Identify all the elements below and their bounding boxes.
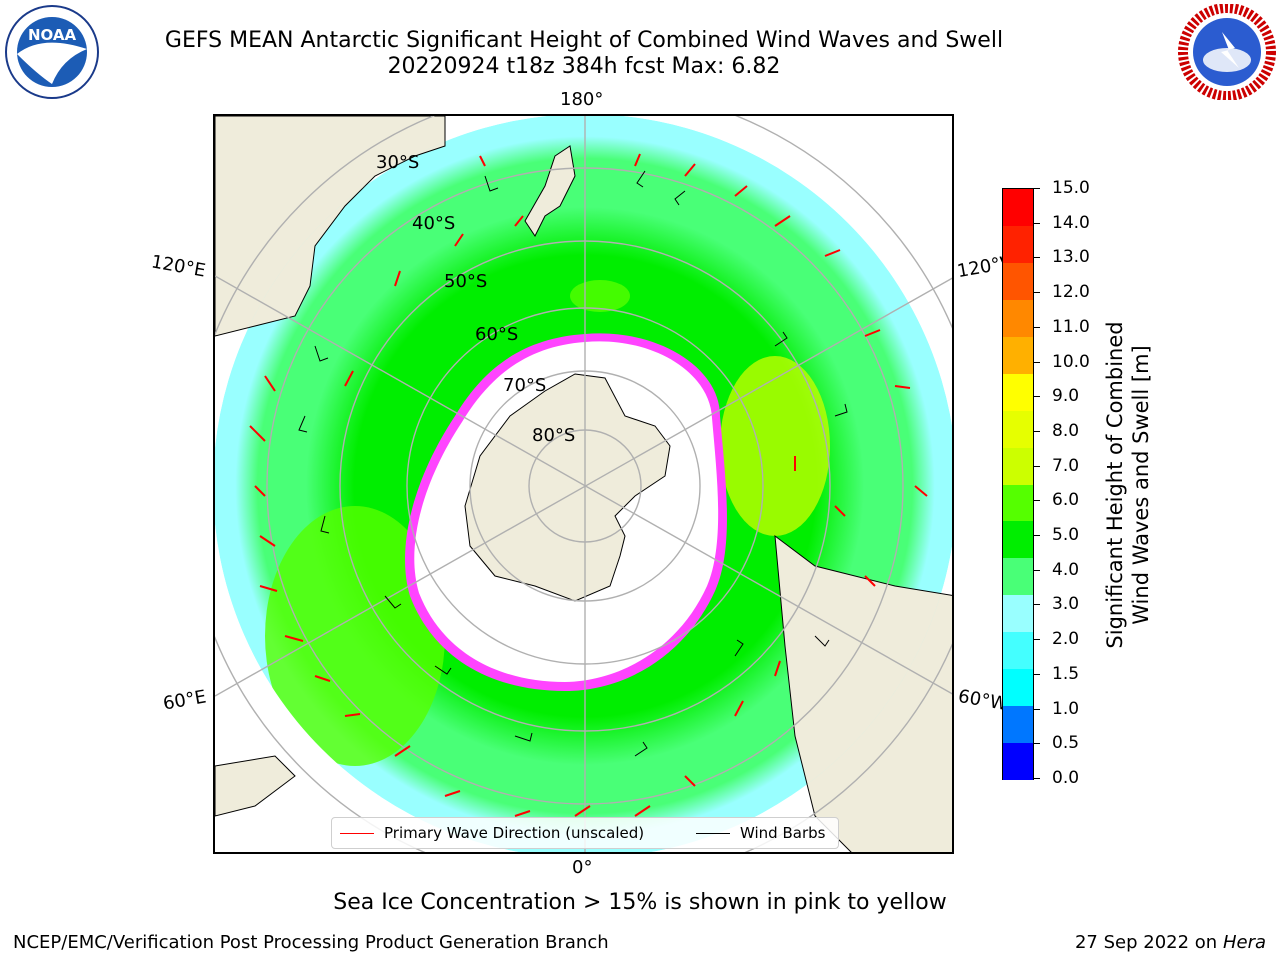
polar-map [213,114,954,854]
lon-label-top: 180° [560,89,604,110]
lat-label-50s: 50°S [444,271,488,292]
legend-item-wave: Primary Wave Direction (unscaled) [340,824,644,842]
colorbar-tick [1034,778,1040,779]
chart-subtitle: 20220924 t18z 384h fcst Max: 6.82 [387,54,781,79]
colorbar [1002,188,1034,780]
barb-line-swatch [696,833,730,834]
footer-host: Hera [1222,932,1266,953]
footer-date-text: 27 Sep 2022 on [1074,932,1218,953]
colorbar-tick [1034,257,1040,259]
colorbar-segment [1003,484,1033,522]
chart-title: GEFS MEAN Antarctic Significant Height o… [164,28,1004,53]
colorbar-segment [1003,410,1033,448]
colorbar-tick-label: 9.0 [1052,386,1080,407]
colorbar-tick [1034,188,1040,189]
colorbar-tick-label: 0.5 [1052,733,1080,754]
colorbar-tick-label: 3.0 [1052,594,1080,615]
lon-label-bottom: 0° [572,857,593,878]
colorbar-segment [1003,520,1033,559]
map-legend: Primary Wave Direction (unscaled) Wind B… [331,817,839,849]
svg-text:NOAA: NOAA [28,26,77,44]
colorbar-tick-label: 1.5 [1052,663,1080,684]
footer-date: 27 Sep 2022 on Hera [1075,932,1266,953]
sea-ice-caption: Sea Ice Concentration > 15% is shown in … [333,890,947,915]
colorbar-tick [1034,465,1040,467]
colorbar-segment [1003,336,1033,374]
colorbar-segment [1003,225,1033,264]
colorbar-tick-label: 7.0 [1052,455,1080,476]
colorbar-segment [1003,594,1033,632]
colorbar-tick-label: 15.0 [1052,178,1090,198]
nws-logo [1178,4,1276,100]
colorbar-tick [1034,430,1040,432]
colorbar-tick [1034,743,1040,745]
colorbar-tick [1034,604,1040,606]
noaa-logo: NOAA [5,5,99,99]
colorbar-tick-label: 5.0 [1052,525,1080,546]
colorbar-tick-label: 10.0 [1052,351,1090,372]
lat-label-30s: 30°S [376,152,420,173]
colorbar-tick [1034,639,1040,641]
colorbar-tick [1034,361,1040,363]
colorbar-tick [1034,292,1040,294]
colorbar-segment [1003,447,1033,485]
lat-label-80s: 80°S [532,425,576,446]
colorbar-segment [1003,189,1033,227]
colorbar-tick [1034,326,1040,328]
legend-item-barbs: Wind Barbs [696,824,825,842]
footer-branch: NCEP/EMC/Verification Post Processing Pr… [13,932,609,953]
colorbar-segment [1003,262,1033,301]
wind-barbs [298,170,848,757]
legend-wave-label: Primary Wave Direction (unscaled) [384,824,645,842]
colorbar-segment [1003,705,1033,743]
legend-barb-label: Wind Barbs [740,824,826,842]
land-antarctica [464,373,671,602]
colorbar-tick [1034,708,1040,710]
high-wave-zone-pacific [720,356,830,536]
colorbar-tick-label: 0.0 [1052,768,1080,788]
colorbar-tick-label: 2.0 [1052,629,1080,650]
colorbar-tick [1034,535,1040,537]
land-africa [215,755,296,817]
lat-label-70s: 70°S [503,375,547,396]
colorbar-tick [1034,396,1040,398]
colorbar-tick-label: 14.0 [1052,212,1090,233]
colorbar-segment [1003,373,1033,411]
wave-line-swatch [340,833,374,834]
high-wave-zone-south [570,280,630,312]
lon-label-upper-left: 120°E [149,251,208,282]
colorbar-segment [1003,299,1033,337]
colorbar-tick [1034,222,1040,224]
wave-arrows [249,153,928,817]
lon-label-lower-left: 60°E [161,686,208,715]
lat-label-40s: 40°S [412,213,456,234]
colorbar-segment [1003,668,1033,706]
colorbar-tick-label: 6.0 [1052,490,1080,511]
colorbar-tick-label: 13.0 [1052,247,1090,268]
colorbar-title: Significant Height of Combined Wind Wave… [1102,321,1154,648]
colorbar-tick [1034,673,1040,675]
colorbar-segment [1003,557,1033,596]
high-wave-zone-atlantic [265,506,445,766]
colorbar-tick-label: 4.0 [1052,559,1080,580]
colorbar-title-line1: Significant Height of Combined [1103,321,1127,649]
colorbar-segment [1003,631,1033,669]
colorbar-tick-label: 1.0 [1052,698,1080,719]
colorbar-tick-label: 12.0 [1052,282,1090,303]
lat-label-60s: 60°S [475,324,519,345]
colorbar-tick-label: 11.0 [1052,316,1090,337]
colorbar-segment [1003,742,1033,780]
colorbar-tick-label: 8.0 [1052,420,1080,441]
colorbar-tick [1034,500,1040,502]
colorbar-title-line2: Wind Waves and Swell [m] [1129,345,1153,625]
colorbar-tick [1034,569,1040,571]
